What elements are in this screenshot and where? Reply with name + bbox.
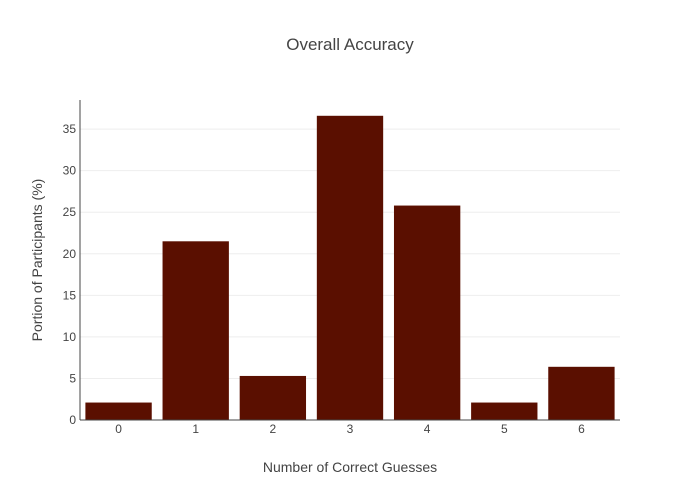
y-tick-label: 15: [63, 288, 77, 302]
bar-5: [471, 402, 538, 420]
x-tick-label: 3: [347, 422, 354, 436]
x-axis-title: Number of Correct Guesses: [263, 459, 437, 475]
y-axis-title: Portion of Participants (%): [29, 179, 45, 342]
bar-0: [85, 402, 152, 420]
x-tick-labels: 0 1 2 3 4 5 6: [115, 422, 585, 436]
y-tick-label: 25: [63, 205, 77, 219]
bar-6: [548, 366, 615, 420]
y-tick-label: 10: [63, 330, 77, 344]
x-tick-label: 5: [501, 422, 508, 436]
y-tick-label: 0: [69, 413, 76, 427]
bar-4: [393, 205, 461, 420]
bar-3: [316, 115, 384, 420]
y-tick-label: 30: [63, 164, 77, 178]
bars: [85, 115, 615, 420]
chart-title: Overall Accuracy: [286, 35, 414, 54]
bar-1: [162, 241, 229, 420]
x-tick-label: 6: [578, 422, 585, 436]
x-tick-label: 1: [192, 422, 199, 436]
x-tick-label: 4: [424, 422, 431, 436]
y-tick-label: 20: [63, 247, 77, 261]
y-tick-label: 5: [69, 371, 76, 385]
y-tick-labels: 0 5 10 15 20 25 30 35: [63, 122, 77, 427]
y-tick-label: 35: [63, 122, 77, 136]
bar-2: [239, 375, 307, 420]
x-tick-label: 0: [115, 422, 122, 436]
x-tick-label: 2: [270, 422, 277, 436]
